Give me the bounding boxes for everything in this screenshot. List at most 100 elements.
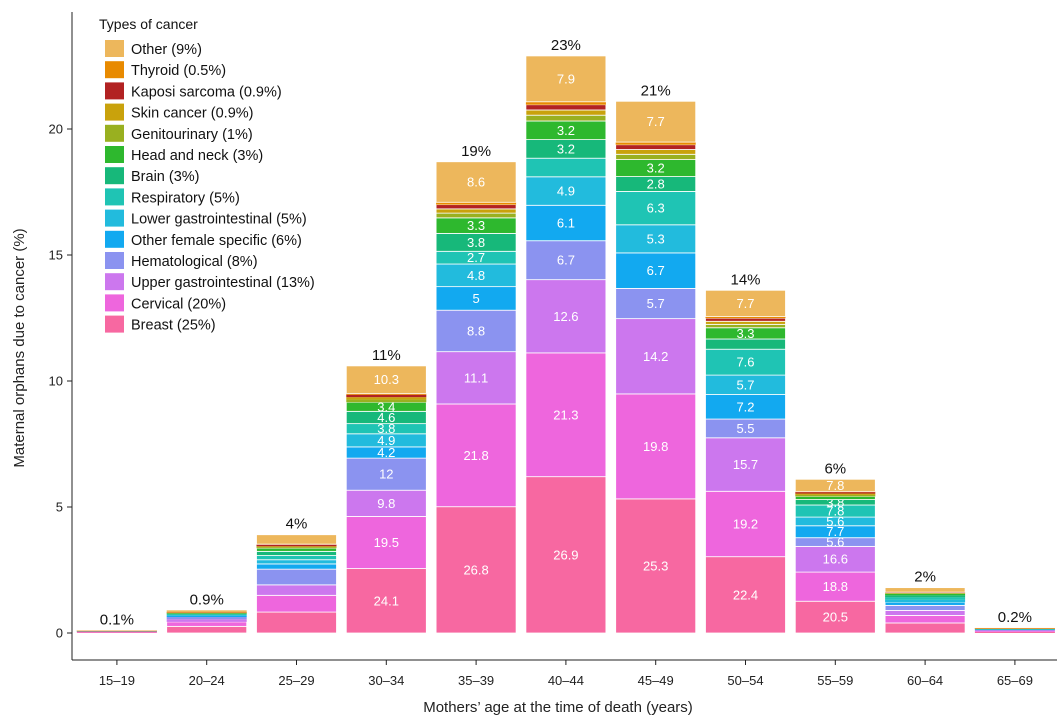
bar-total-label: 19% xyxy=(461,143,491,160)
bar-total-label: 0.1% xyxy=(100,611,134,628)
bar-segment xyxy=(346,397,427,400)
segment-value-label: 5 xyxy=(472,291,479,306)
segment-value-label: 3.3 xyxy=(736,326,754,341)
x-tick-label: 30–34 xyxy=(368,673,404,688)
bar-segment xyxy=(435,309,517,353)
segment-value-label: 6.3 xyxy=(647,201,665,216)
bar-segment xyxy=(256,584,337,596)
bar-segment xyxy=(435,212,517,219)
legend-label: Brain (3%) xyxy=(131,169,200,185)
segment-value-label: 21.8 xyxy=(463,448,488,463)
bar-segment xyxy=(705,556,786,634)
legend-item: Genitourinary (1%) xyxy=(105,124,253,143)
segment-value-label: 19.2 xyxy=(733,516,758,531)
segment-value-label: 7.7 xyxy=(647,114,665,129)
segment-value-label: 4.9 xyxy=(557,184,575,199)
bar-segment xyxy=(974,631,1055,632)
segment-value-label: 2.7 xyxy=(467,250,485,265)
bar-segment xyxy=(435,161,517,203)
segment-value-label: 2.8 xyxy=(647,176,665,191)
bar-total-label: 11% xyxy=(372,347,401,364)
bar-segment xyxy=(256,568,337,586)
bar-segment xyxy=(256,594,337,613)
segment-value-label: 4.8 xyxy=(467,268,485,283)
segment-value-label: 5.6 xyxy=(826,514,844,529)
bar-segment xyxy=(256,544,337,547)
legend-swatch xyxy=(105,252,124,269)
bar-stack: 4% xyxy=(256,516,337,634)
bar-stack: 25.3 19.8 14.2 5.7 6.7 5.3 6.3 2.83.2 7.7 21% xyxy=(615,82,697,634)
bar-segment xyxy=(615,498,697,634)
bar-total-label: 2% xyxy=(914,569,936,586)
legend-item: Brain (3%) xyxy=(105,167,200,185)
bar-segment xyxy=(974,630,1055,632)
x-tick-label: 55–59 xyxy=(817,673,853,688)
segment-value-label: 9.8 xyxy=(377,496,395,511)
bar-segment xyxy=(346,394,427,398)
bar-segment xyxy=(525,104,607,111)
legend-item: Thyroid (0.5%) xyxy=(105,61,226,79)
segment-value-label: 6.7 xyxy=(557,253,575,268)
bar-segment xyxy=(346,393,427,395)
bar-segment xyxy=(884,609,966,616)
bar-total-label: 0.2% xyxy=(998,609,1032,626)
bar-segment xyxy=(525,157,607,178)
bar-segment xyxy=(795,494,876,497)
bars: 0.1% 0.9% 4% 24.119.59.8124.24.93.84.63.410… xyxy=(76,37,1055,634)
legend-swatch xyxy=(105,294,124,312)
x-tick-label: 45–49 xyxy=(638,673,674,688)
segment-value-label: 3.2 xyxy=(557,123,575,138)
bar-segment xyxy=(435,204,517,210)
bar-segment xyxy=(705,437,786,492)
x-axis-title: Mothers’ age at the time of death (years… xyxy=(423,699,693,716)
bar-total-label: 4% xyxy=(286,516,308,533)
bar-stack: 26.8 21.8 11.1 8.8 5 4.8 2.73.8 3.3 8.6 19% xyxy=(435,143,517,634)
segment-value-label: 26.8 xyxy=(463,562,488,577)
bar-segment xyxy=(435,403,517,508)
bar-stack: 20.518.816.65.67.75.67.83.87.86% xyxy=(794,460,876,634)
y-tick-label: 5 xyxy=(56,500,63,515)
segment-value-label: 7.2 xyxy=(736,399,754,414)
x-tick-label: 40–44 xyxy=(548,673,584,688)
bar-total-label: 0.9% xyxy=(190,591,224,608)
segment-value-label: 14.2 xyxy=(643,349,668,364)
segment-value-label: 26.9 xyxy=(553,547,578,562)
bar-segment xyxy=(166,619,247,622)
bar-segment xyxy=(346,399,427,403)
bar-segment xyxy=(705,317,786,322)
segment-value-label: 3.3 xyxy=(467,218,485,233)
legend-label: Breast (25%) xyxy=(131,318,216,334)
bar-segment xyxy=(166,614,247,616)
axes: 0 5 10 15 20 15–19 20–24 25–29 30–34 35–39 40–44 45… xyxy=(49,12,1057,688)
legend-swatch xyxy=(105,82,124,100)
bar-segment xyxy=(705,320,786,325)
bar-segment xyxy=(974,629,1055,631)
segment-value-label: 25.3 xyxy=(643,558,668,573)
bar-segment xyxy=(884,601,966,606)
legend-label: Other (9%) xyxy=(131,42,202,58)
legend-item: Respiratory (5%) xyxy=(105,188,240,206)
legend-label: Other female specific (6%) xyxy=(131,233,302,249)
segment-value-label: 16.6 xyxy=(823,552,848,567)
legend-swatch xyxy=(105,61,124,79)
legend-item: Head and neck (3%) xyxy=(105,146,263,164)
x-tick-label: 35–39 xyxy=(458,673,494,688)
bar-segment xyxy=(795,492,876,494)
bar-segment xyxy=(525,279,607,354)
bar-segment xyxy=(795,493,876,495)
bar-segment xyxy=(256,547,337,549)
bar-stack: 24.1 19.5 9.8 12 4.24.93.84.63.4 10.3 11% xyxy=(345,347,427,634)
bar-segment xyxy=(435,351,517,405)
bar-segment xyxy=(435,208,517,214)
segment-value-label: 6.1 xyxy=(557,216,575,231)
legend-label: Thyroid (0.5%) xyxy=(131,63,226,79)
segment-value-label: 5.5 xyxy=(736,421,754,436)
bar-segment xyxy=(884,587,966,593)
segment-value-label: 3.8 xyxy=(467,235,485,250)
bar-segment xyxy=(525,55,607,103)
bar-total-label: 21% xyxy=(641,82,671,99)
segment-value-label: 12.6 xyxy=(553,309,578,324)
x-tick-label: 60–64 xyxy=(907,673,943,688)
legend-label: Hematological (8%) xyxy=(131,254,258,270)
